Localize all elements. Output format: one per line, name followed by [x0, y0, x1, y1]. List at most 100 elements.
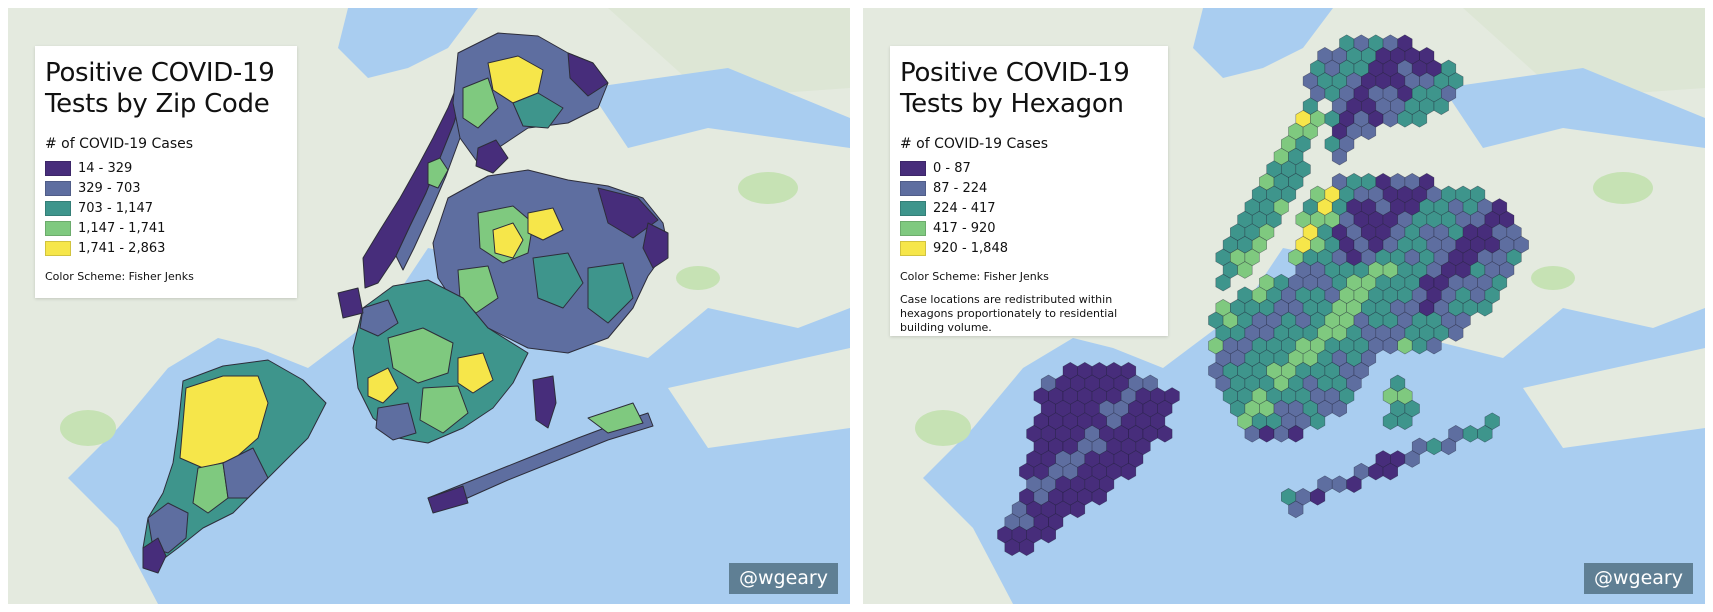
zip-queens-8[interactable]	[587, 262, 634, 324]
legend-class-label: 703 - 1,147	[78, 200, 153, 216]
hexagon-cell[interactable]	[1019, 538, 1035, 556]
hexagon-cell[interactable]	[1477, 299, 1493, 317]
hexagon-cell[interactable]	[1040, 525, 1056, 544]
author-credit: @wgeary	[729, 563, 838, 594]
hexagon-cell[interactable]	[1477, 425, 1493, 443]
author-credit: @wgeary	[1584, 563, 1693, 594]
hexagon-cell[interactable]	[1310, 488, 1326, 506]
hexagon-cell[interactable]	[1433, 97, 1449, 115]
zip-staten-2[interactable]	[179, 375, 269, 469]
legend-swatch	[45, 240, 71, 256]
hexagon-cell[interactable]	[1426, 336, 1442, 355]
legend-swatch	[45, 180, 71, 196]
zip-manhattan-3[interactable]	[427, 157, 449, 189]
legend-swatch	[900, 180, 926, 196]
zip-queens-5[interactable]	[532, 252, 584, 309]
color-scheme-label: Color Scheme: Fisher Jenks	[45, 270, 194, 283]
hexagon-cell[interactable]	[1426, 437, 1442, 456]
color-scheme-label: Color Scheme: Fisher Jenks	[900, 270, 1049, 283]
legend-class-5: 1,741 - 2,863	[45, 238, 287, 258]
hexagon-map-panel[interactable]: Positive COVID-19 Tests by Hexagon # of …	[863, 8, 1705, 604]
hexagon-cell[interactable]	[1397, 412, 1413, 430]
hexagon-cell[interactable]	[1215, 273, 1231, 292]
zip-rockaway-3[interactable]	[587, 402, 644, 434]
zip-queens-6[interactable]	[597, 187, 659, 239]
legend-class-4: 1,147 - 1,741	[45, 218, 287, 238]
methodology-note: Case locations are redistributed within …	[900, 293, 1118, 334]
hexagon-cell[interactable]	[1404, 450, 1420, 468]
hexagon-cell[interactable]	[1462, 425, 1479, 443]
zip-code-map-panel[interactable]: Positive COVID-19 Tests by Zip Code # of…	[8, 8, 850, 604]
legend-class-label: 417 - 920	[933, 220, 996, 236]
zip-brooklyn-8[interactable]	[337, 287, 364, 319]
legend-title: # of COVID-19 Cases	[45, 136, 194, 152]
zip-queens-3[interactable]	[492, 222, 524, 259]
hexagon-cell[interactable]	[1288, 425, 1304, 443]
hexagon-cell[interactable]	[1120, 462, 1137, 481]
hexagon-cell[interactable]	[1288, 500, 1304, 519]
zip-bronx-5[interactable]	[512, 92, 564, 129]
legend-class-label: 14 - 329	[78, 160, 133, 176]
hexagon-cell[interactable]	[1346, 475, 1362, 493]
hexagon-cell[interactable]	[1331, 475, 1348, 493]
legend-class-label: 224 - 417	[933, 200, 996, 216]
legend-class-3: 703 - 1,147	[45, 198, 287, 218]
legend-class-3: 224 - 417	[900, 198, 1158, 218]
zip-queens-7[interactable]	[642, 222, 669, 269]
hexagon-cell[interactable]	[1382, 462, 1399, 481]
hexagon-cell[interactable]	[1157, 425, 1173, 443]
legend-class-label: 920 - 1,848	[933, 240, 1008, 256]
map-legend: Positive COVID-19 Tests by Hexagon # of …	[890, 46, 1168, 336]
legend-swatch	[900, 160, 926, 176]
legend-class-5: 920 - 1,848	[900, 238, 1158, 258]
legend-class-label: 0 - 87	[933, 160, 971, 176]
legend-class-label: 329 - 703	[78, 180, 141, 196]
hexagon-cell[interactable]	[1440, 437, 1457, 456]
zip-brooklyn-2[interactable]	[387, 327, 454, 384]
zip-staten-5[interactable]	[192, 462, 229, 514]
zip-queens-9[interactable]	[457, 265, 499, 314]
legend-class-1: 14 - 329	[45, 158, 287, 178]
zip-queens-4[interactable]	[527, 207, 564, 241]
hexagon-grid	[997, 34, 1529, 556]
legend-swatch	[900, 200, 926, 216]
map-title: Positive COVID-19 Tests by Hexagon	[900, 58, 1130, 119]
map-title: Positive COVID-19 Tests by Zip Code	[45, 58, 275, 119]
legend-class-2: 329 - 703	[45, 178, 287, 198]
legend-class-4: 417 - 920	[900, 218, 1158, 238]
zip-brooklyn-5[interactable]	[359, 299, 399, 337]
hexagon-cell[interactable]	[1331, 399, 1348, 418]
zip-bronx-3[interactable]	[462, 77, 499, 129]
legend-swatch	[900, 240, 926, 256]
zip-bronx-4[interactable]	[567, 52, 609, 97]
zip-staten-4[interactable]	[142, 537, 167, 574]
hexagon-cell[interactable]	[1310, 412, 1326, 430]
hexagon-cell[interactable]	[1360, 122, 1377, 141]
hexagon-cell[interactable]	[1237, 261, 1253, 279]
zip-brooklyn-3[interactable]	[367, 367, 399, 404]
legend-class-label: 87 - 224	[933, 180, 988, 196]
zip-brooklyn-4[interactable]	[457, 352, 494, 394]
zip-brooklyn-6[interactable]	[419, 385, 469, 434]
legend-class-label: 1,147 - 1,741	[78, 220, 166, 236]
zip-staten-6[interactable]	[222, 447, 269, 499]
legend-swatch	[45, 200, 71, 216]
hexagon-cell[interactable]	[1091, 488, 1107, 506]
hexagon-cell[interactable]	[1331, 147, 1348, 166]
map-legend: Positive COVID-19 Tests by Zip Code # of…	[35, 46, 297, 298]
zip-queens-jamaica-bay[interactable]	[532, 375, 557, 429]
zip-bronx-6[interactable]	[475, 139, 509, 174]
legend-swatch	[900, 220, 926, 236]
zip-rockaway-2[interactable]	[427, 485, 469, 514]
legend-swatch	[45, 160, 71, 176]
legend-classes: 14 - 329 329 - 703 703 - 1,147 1,147 - 1…	[45, 158, 287, 258]
legend-class-label: 1,741 - 2,863	[78, 240, 166, 256]
zip-brooklyn-7[interactable]	[375, 402, 417, 441]
legend-title: # of COVID-19 Cases	[900, 136, 1049, 152]
hexagon-cell[interactable]	[1448, 324, 1464, 342]
legend-swatch	[45, 220, 71, 236]
legend-class-1: 0 - 87	[900, 158, 1158, 178]
hexagon-cell[interactable]	[1070, 500, 1086, 519]
zip-code-polygons	[142, 32, 669, 574]
hexagon-cell[interactable]	[1411, 110, 1428, 128]
